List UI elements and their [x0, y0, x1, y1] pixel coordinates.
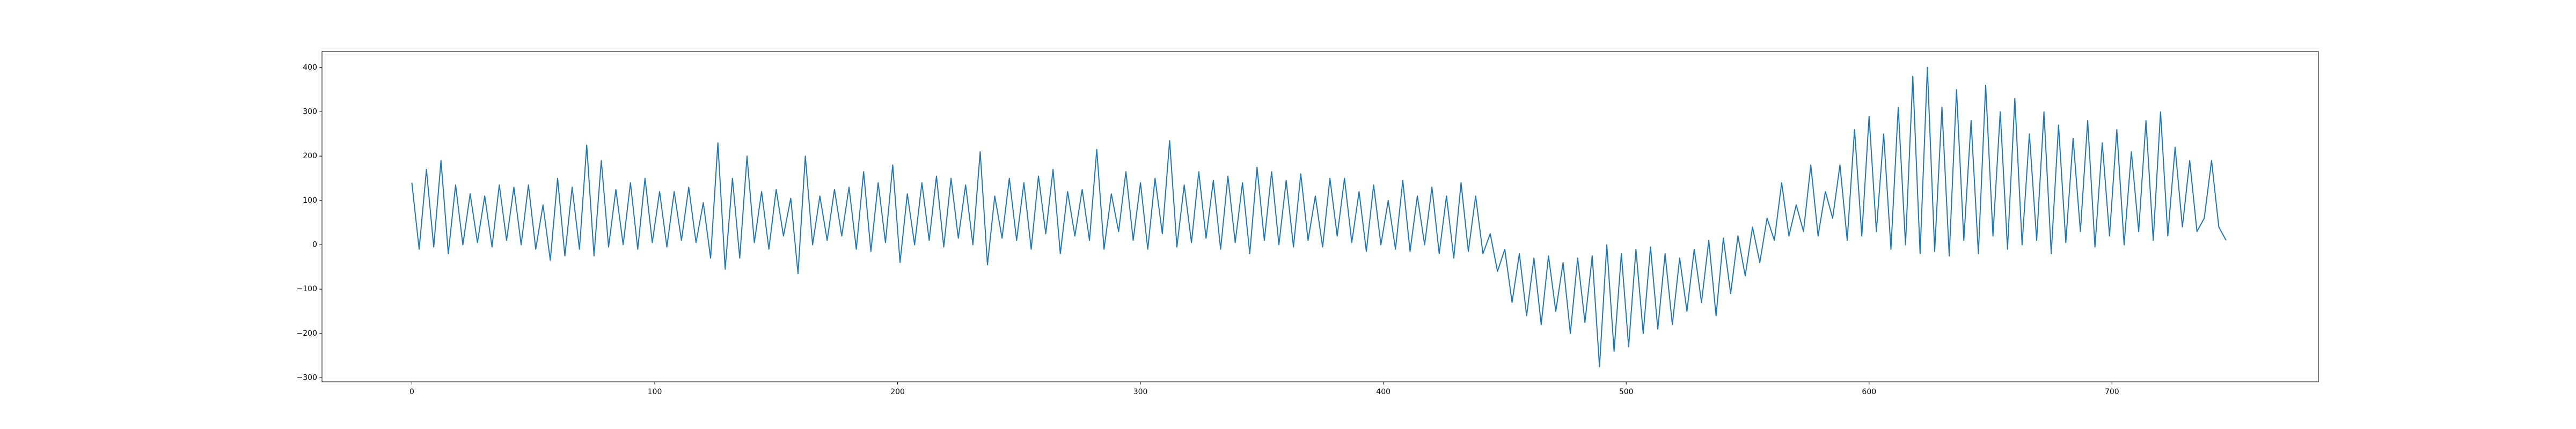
x-tick-label: 0: [409, 388, 414, 396]
x-tick-label: 400: [1376, 388, 1391, 396]
y-tick-label: −200: [297, 329, 317, 338]
y-tick-label: 400: [303, 63, 317, 72]
y-tick-label: 0: [312, 241, 317, 249]
x-tick-label: 500: [1619, 388, 1634, 396]
y-tick-label: 300: [303, 107, 317, 116]
x-tick-label: 300: [1133, 388, 1148, 396]
y-tick-label: −300: [297, 374, 317, 382]
x-tick-label: 700: [2105, 388, 2119, 396]
axes-frame: [321, 51, 2319, 382]
x-tick-label: 100: [648, 388, 662, 396]
x-tick-label: 600: [1862, 388, 1876, 396]
data-line: [411, 66, 2227, 367]
x-tick-label: 200: [890, 388, 905, 396]
y-tick-label: 200: [303, 152, 317, 160]
y-tick-label: −100: [297, 285, 317, 293]
y-tick-label: 100: [303, 196, 317, 205]
